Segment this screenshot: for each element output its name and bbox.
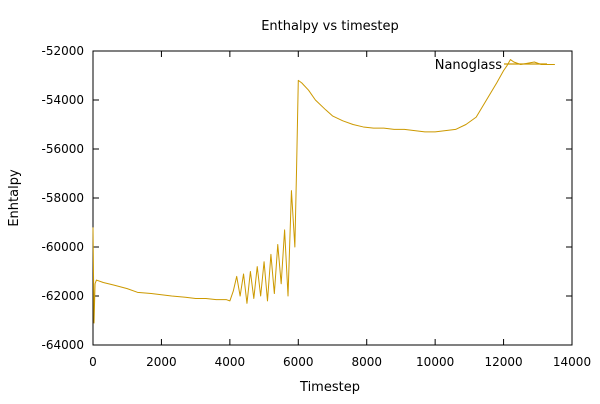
y-tick-label: -60000 [41, 240, 84, 254]
x-axis-title: Timestep [299, 380, 360, 395]
x-tick-label: 14000 [553, 355, 591, 369]
x-tick-label: 8000 [351, 355, 382, 369]
y-tick-label: -54000 [41, 93, 84, 107]
y-tick-label: -62000 [41, 289, 84, 303]
x-tick-label: 4000 [215, 355, 246, 369]
y-axis-ticks: -64000 -62000 -60000 -58000 -56000 -54000 -520… [41, 44, 572, 352]
x-tick-label: 12000 [484, 355, 522, 369]
y-tick-label: -58000 [41, 191, 84, 205]
y-tick-label: -52000 [41, 44, 84, 58]
x-tick-label: 0 [89, 355, 97, 369]
y-tick-label: -64000 [41, 338, 84, 352]
x-tick-label: 10000 [416, 355, 454, 369]
chart-title: Enthalpy vs timestep [261, 19, 399, 34]
y-tick-label: -56000 [41, 142, 84, 156]
series-line-nanoglass [92, 59, 555, 324]
x-tick-label: 2000 [146, 355, 177, 369]
y-axis-title: Enhtalpy [7, 169, 22, 227]
plot-frame [92, 50, 573, 346]
x-axis-ticks: 0 2000 4000 6000 8000 10000 12000 14000 [89, 51, 591, 369]
x-tick-label: 6000 [283, 355, 314, 369]
legend-label-nanoglass: Nanoglass [435, 58, 502, 73]
series-layer [92, 59, 555, 324]
